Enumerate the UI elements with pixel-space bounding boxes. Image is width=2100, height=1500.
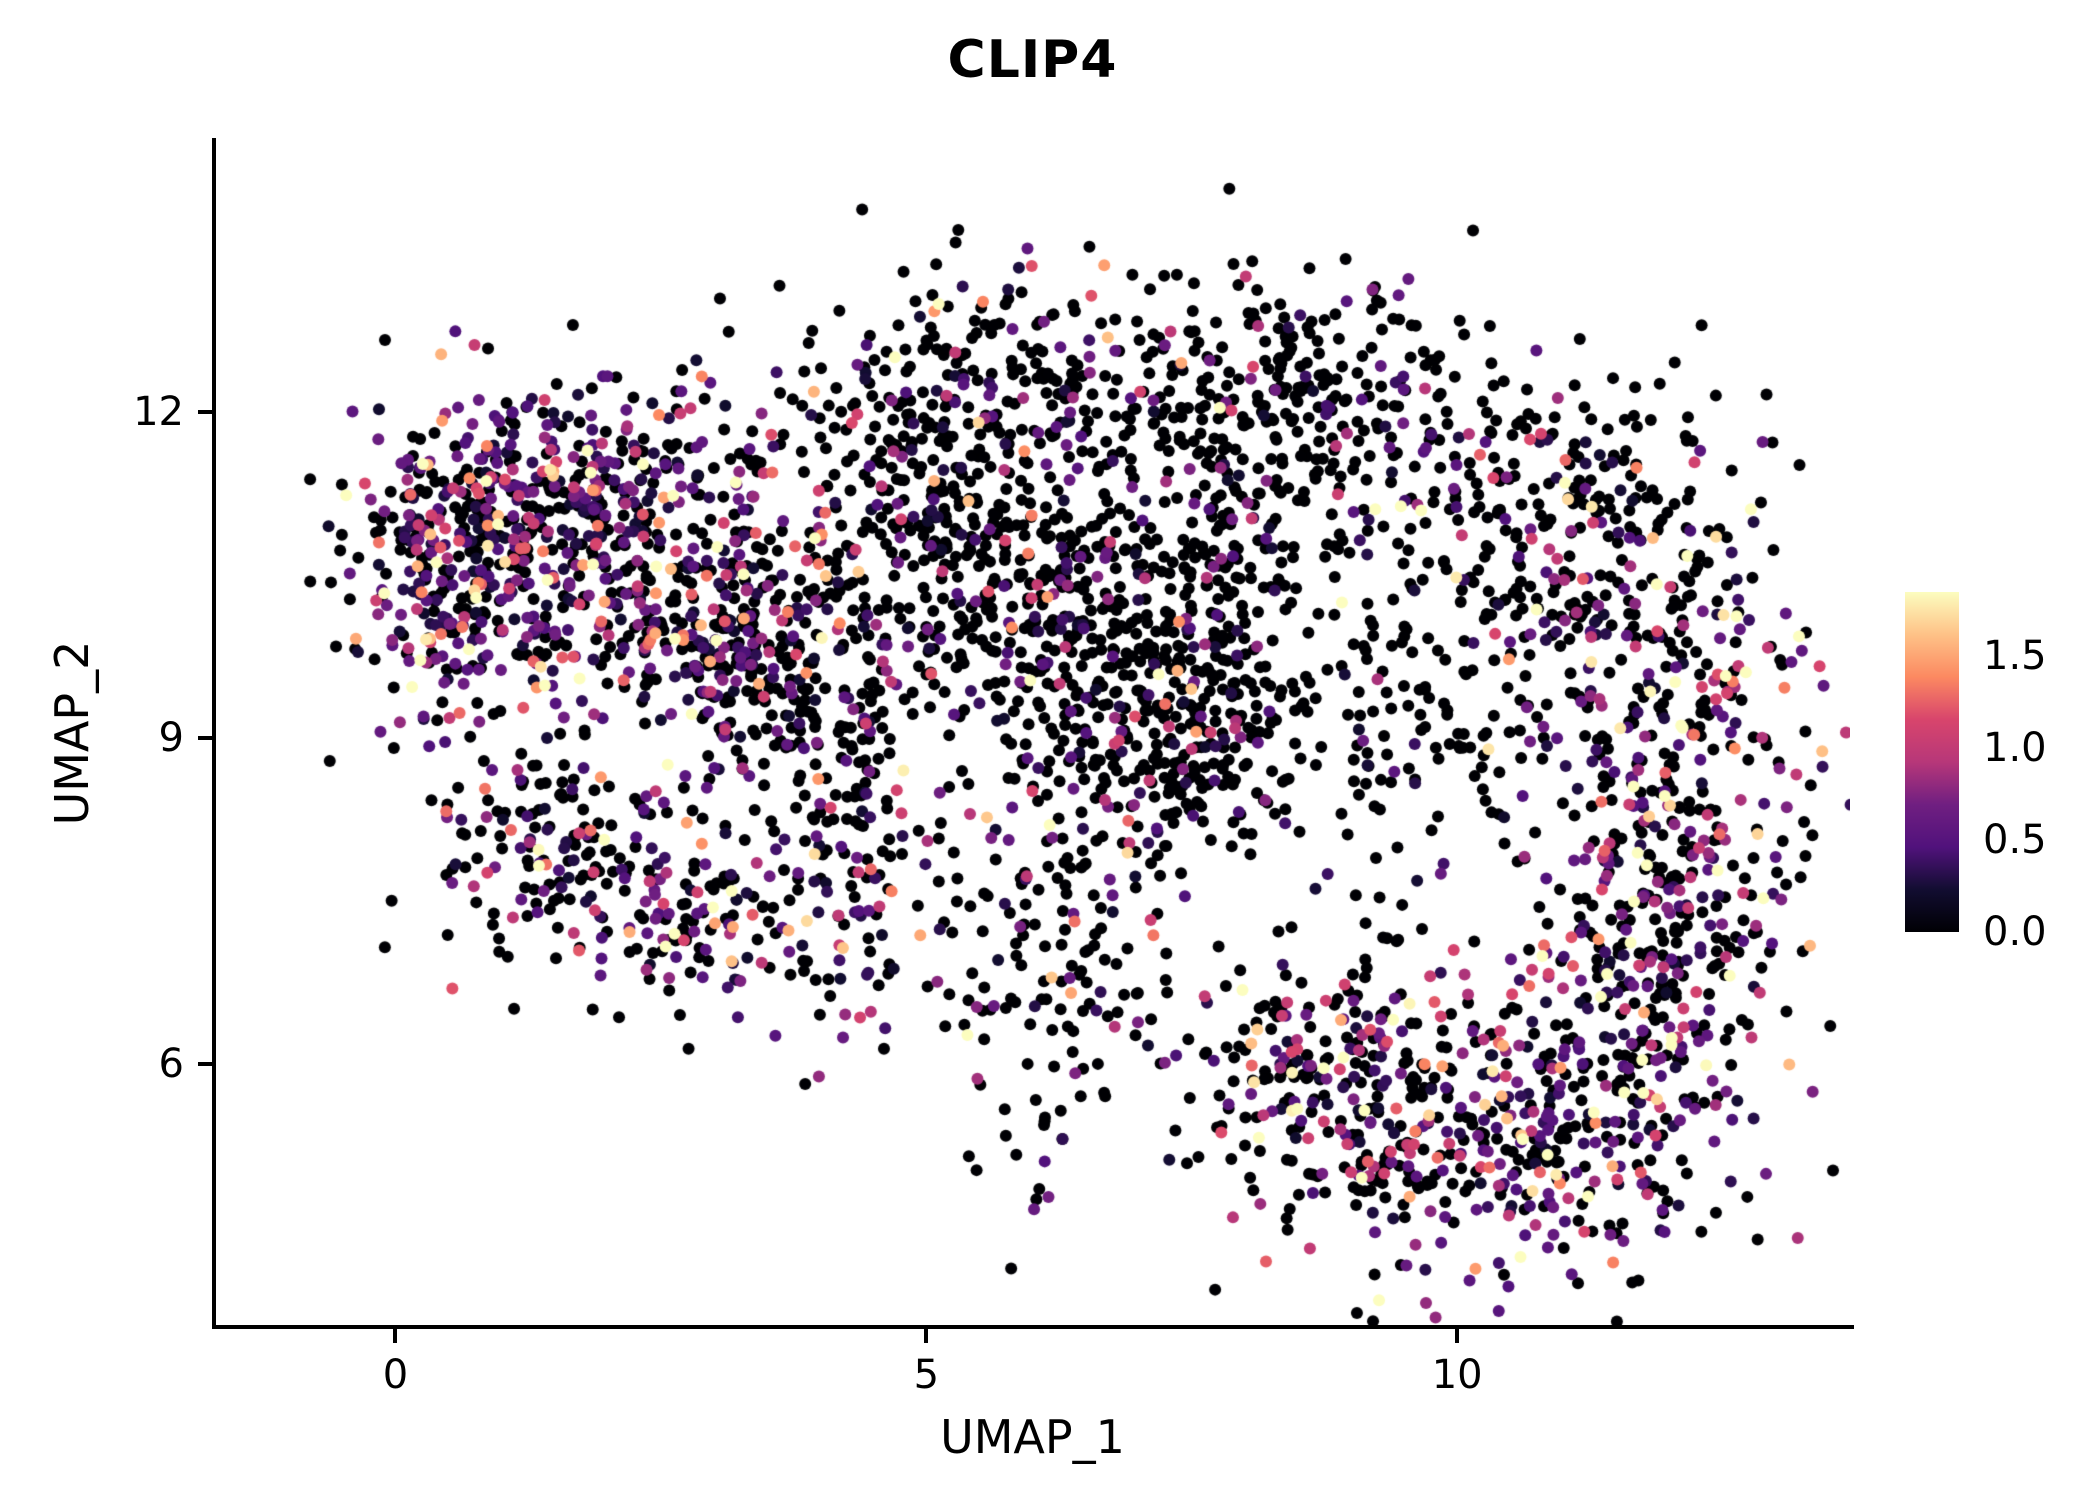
y-axis-label: UMAP_2	[45, 640, 99, 826]
y-tick-mark	[198, 1062, 212, 1067]
plot-area	[215, 140, 1850, 1325]
y-tick-mark	[198, 409, 212, 414]
colorbar-tick-label: 0.5	[1983, 817, 2047, 864]
scatter-canvas	[215, 140, 1850, 1325]
x-axis-label: UMAP_1	[940, 1410, 1125, 1464]
colorbar-gradient	[1905, 592, 1959, 932]
x-tick-mark	[393, 1329, 398, 1343]
x-tick-label: 0	[382, 1352, 409, 1398]
colorbar-tick-label: 0.0	[1983, 909, 2047, 955]
x-tick-label: 5	[913, 1352, 940, 1398]
x-tick-label: 10	[1431, 1352, 1483, 1398]
y-axis-line	[212, 138, 216, 1328]
y-tick-label: 9	[158, 714, 184, 761]
y-tick-mark	[198, 735, 212, 740]
chart-title: CLIP4	[947, 30, 1118, 90]
x-axis-line	[212, 1325, 1854, 1329]
y-tick-label: 12	[133, 388, 184, 435]
x-tick-mark	[1455, 1329, 1460, 1343]
colorbar-tick-label: 1.0	[1983, 725, 2047, 772]
colorbar-tick-label: 1.5	[1983, 633, 2047, 680]
y-tick-label: 6	[158, 1041, 184, 1088]
x-tick-mark	[924, 1329, 929, 1343]
